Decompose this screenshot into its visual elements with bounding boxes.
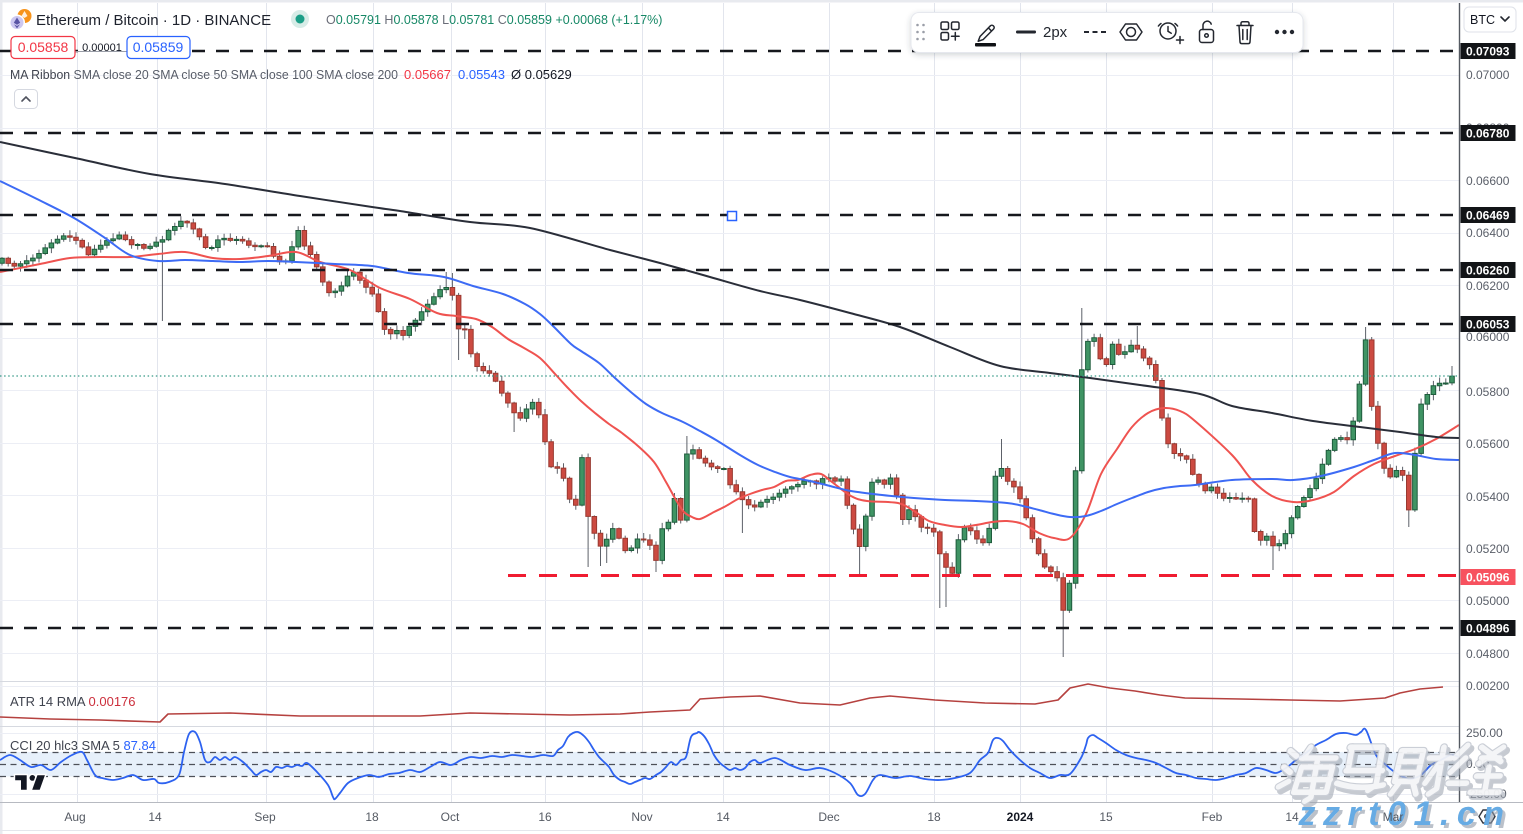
svg-text:15: 15: [1099, 810, 1113, 824]
svg-text:0.00200: 0.00200: [1466, 679, 1510, 693]
svg-text:0.05667: 0.05667: [404, 67, 451, 82]
svg-text:0.00001: 0.00001: [82, 42, 122, 54]
svg-text:0.05858: 0.05858: [18, 39, 69, 55]
svg-text:Mar: Mar: [1383, 810, 1404, 824]
svg-text:Feb: Feb: [1202, 810, 1223, 824]
svg-text:0.06469: 0.06469: [1466, 209, 1510, 223]
svg-text:14: 14: [1285, 810, 1299, 824]
svg-text:2px: 2px: [1043, 24, 1068, 41]
svg-text:0.05096: 0.05096: [1466, 571, 1510, 585]
svg-text:0.06780: 0.06780: [1466, 127, 1510, 141]
svg-text:Aug: Aug: [64, 810, 85, 824]
svg-text:zzrt01.cn: zzrt01.cn: [1301, 798, 1515, 834]
svg-text:O0.05791 H0.05878 L0.05781 C0.: O0.05791 H0.05878 L0.05781 C0.05859 +0.0…: [326, 13, 662, 27]
svg-text:Ø 0.05629: Ø 0.05629: [511, 67, 572, 82]
svg-text:0.06053: 0.06053: [1466, 318, 1510, 332]
svg-text:0.04896: 0.04896: [1466, 622, 1510, 636]
svg-text:14: 14: [148, 810, 162, 824]
svg-text:0.06000: 0.06000: [1466, 330, 1510, 344]
svg-text:18: 18: [365, 810, 379, 824]
svg-text:0.04800: 0.04800: [1466, 647, 1510, 661]
svg-text:zzrt01.cn: zzrt01.cn: [1298, 795, 1512, 833]
svg-text:0.05200: 0.05200: [1466, 542, 1510, 556]
svg-text:0.05400: 0.05400: [1466, 490, 1510, 504]
svg-text:2024: 2024: [1007, 810, 1034, 824]
svg-text:MA Ribbon SMA close 20 SMA clo: MA Ribbon SMA close 20 SMA close 50 SMA …: [10, 67, 398, 82]
svg-text:0.07000: 0.07000: [1466, 68, 1510, 82]
svg-text:0.05000: 0.05000: [1466, 594, 1510, 608]
svg-text:0.07093: 0.07093: [1466, 45, 1510, 59]
svg-text:Sep: Sep: [254, 810, 276, 824]
svg-text:0.06600: 0.06600: [1466, 174, 1510, 188]
svg-text:Oct: Oct: [441, 810, 460, 824]
svg-text:18: 18: [927, 810, 941, 824]
svg-text:ATR 14 RMA 0.00176: ATR 14 RMA 0.00176: [10, 694, 136, 709]
svg-text:0.05543: 0.05543: [458, 67, 505, 82]
svg-text:0.05800: 0.05800: [1466, 385, 1510, 399]
svg-text:CCI 20 hlc3 SMA 5 87.84: CCI 20 hlc3 SMA 5 87.84: [10, 738, 156, 753]
svg-text:16: 16: [538, 810, 552, 824]
svg-text:0.06260: 0.06260: [1466, 264, 1510, 278]
svg-text:0.05859: 0.05859: [133, 39, 184, 55]
svg-text:0.06200: 0.06200: [1466, 279, 1510, 293]
svg-text:Nov: Nov: [631, 810, 652, 824]
svg-text:250.00: 250.00: [1466, 726, 1503, 740]
svg-text:Dec: Dec: [818, 810, 839, 824]
svg-text:14: 14: [716, 810, 730, 824]
svg-text:0.06400: 0.06400: [1466, 226, 1510, 240]
svg-text:BTC: BTC: [1470, 13, 1495, 27]
svg-text:0.05600: 0.05600: [1466, 437, 1510, 451]
svg-text:Ethereum / Bitcoin · 1D · BINA: Ethereum / Bitcoin · 1D · BINANCE: [36, 12, 271, 29]
